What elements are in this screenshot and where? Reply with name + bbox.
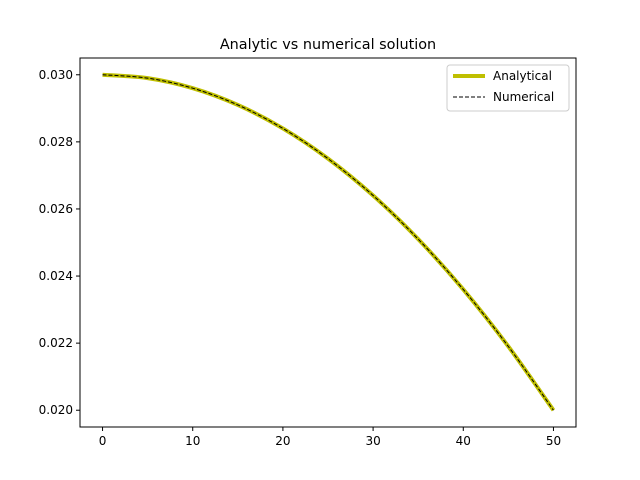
y-tick-label: 0.020 bbox=[39, 403, 73, 417]
legend-label-numerical: Numerical bbox=[493, 90, 554, 104]
y-tick-label: 0.026 bbox=[39, 202, 73, 216]
y-tick-label: 0.028 bbox=[39, 135, 73, 149]
x-tick-label: 10 bbox=[185, 434, 200, 448]
legend: Analytical Numerical bbox=[446, 64, 570, 112]
x-tick-label: 50 bbox=[546, 434, 561, 448]
y-tick-label: 0.030 bbox=[39, 68, 73, 82]
x-tick-label: 20 bbox=[275, 434, 290, 448]
y-tick-label: 0.022 bbox=[39, 336, 73, 350]
x-tick-label: 40 bbox=[456, 434, 471, 448]
axes-frame bbox=[79, 57, 577, 428]
x-tick-label: 30 bbox=[365, 434, 380, 448]
series-line-numerical bbox=[102, 74, 554, 411]
plot-area bbox=[102, 72, 556, 412]
x-tick-label: 0 bbox=[99, 434, 107, 448]
y-axis: 0.020 0.022 0.024 0.026 0.028 0.030 bbox=[39, 68, 80, 417]
chart-title: Analytic vs numerical solution bbox=[220, 37, 436, 53]
x-axis: 0 10 20 30 40 50 bbox=[99, 427, 561, 448]
y-tick-label: 0.024 bbox=[39, 269, 73, 283]
legend-label-analytical: Analytical bbox=[493, 69, 552, 83]
